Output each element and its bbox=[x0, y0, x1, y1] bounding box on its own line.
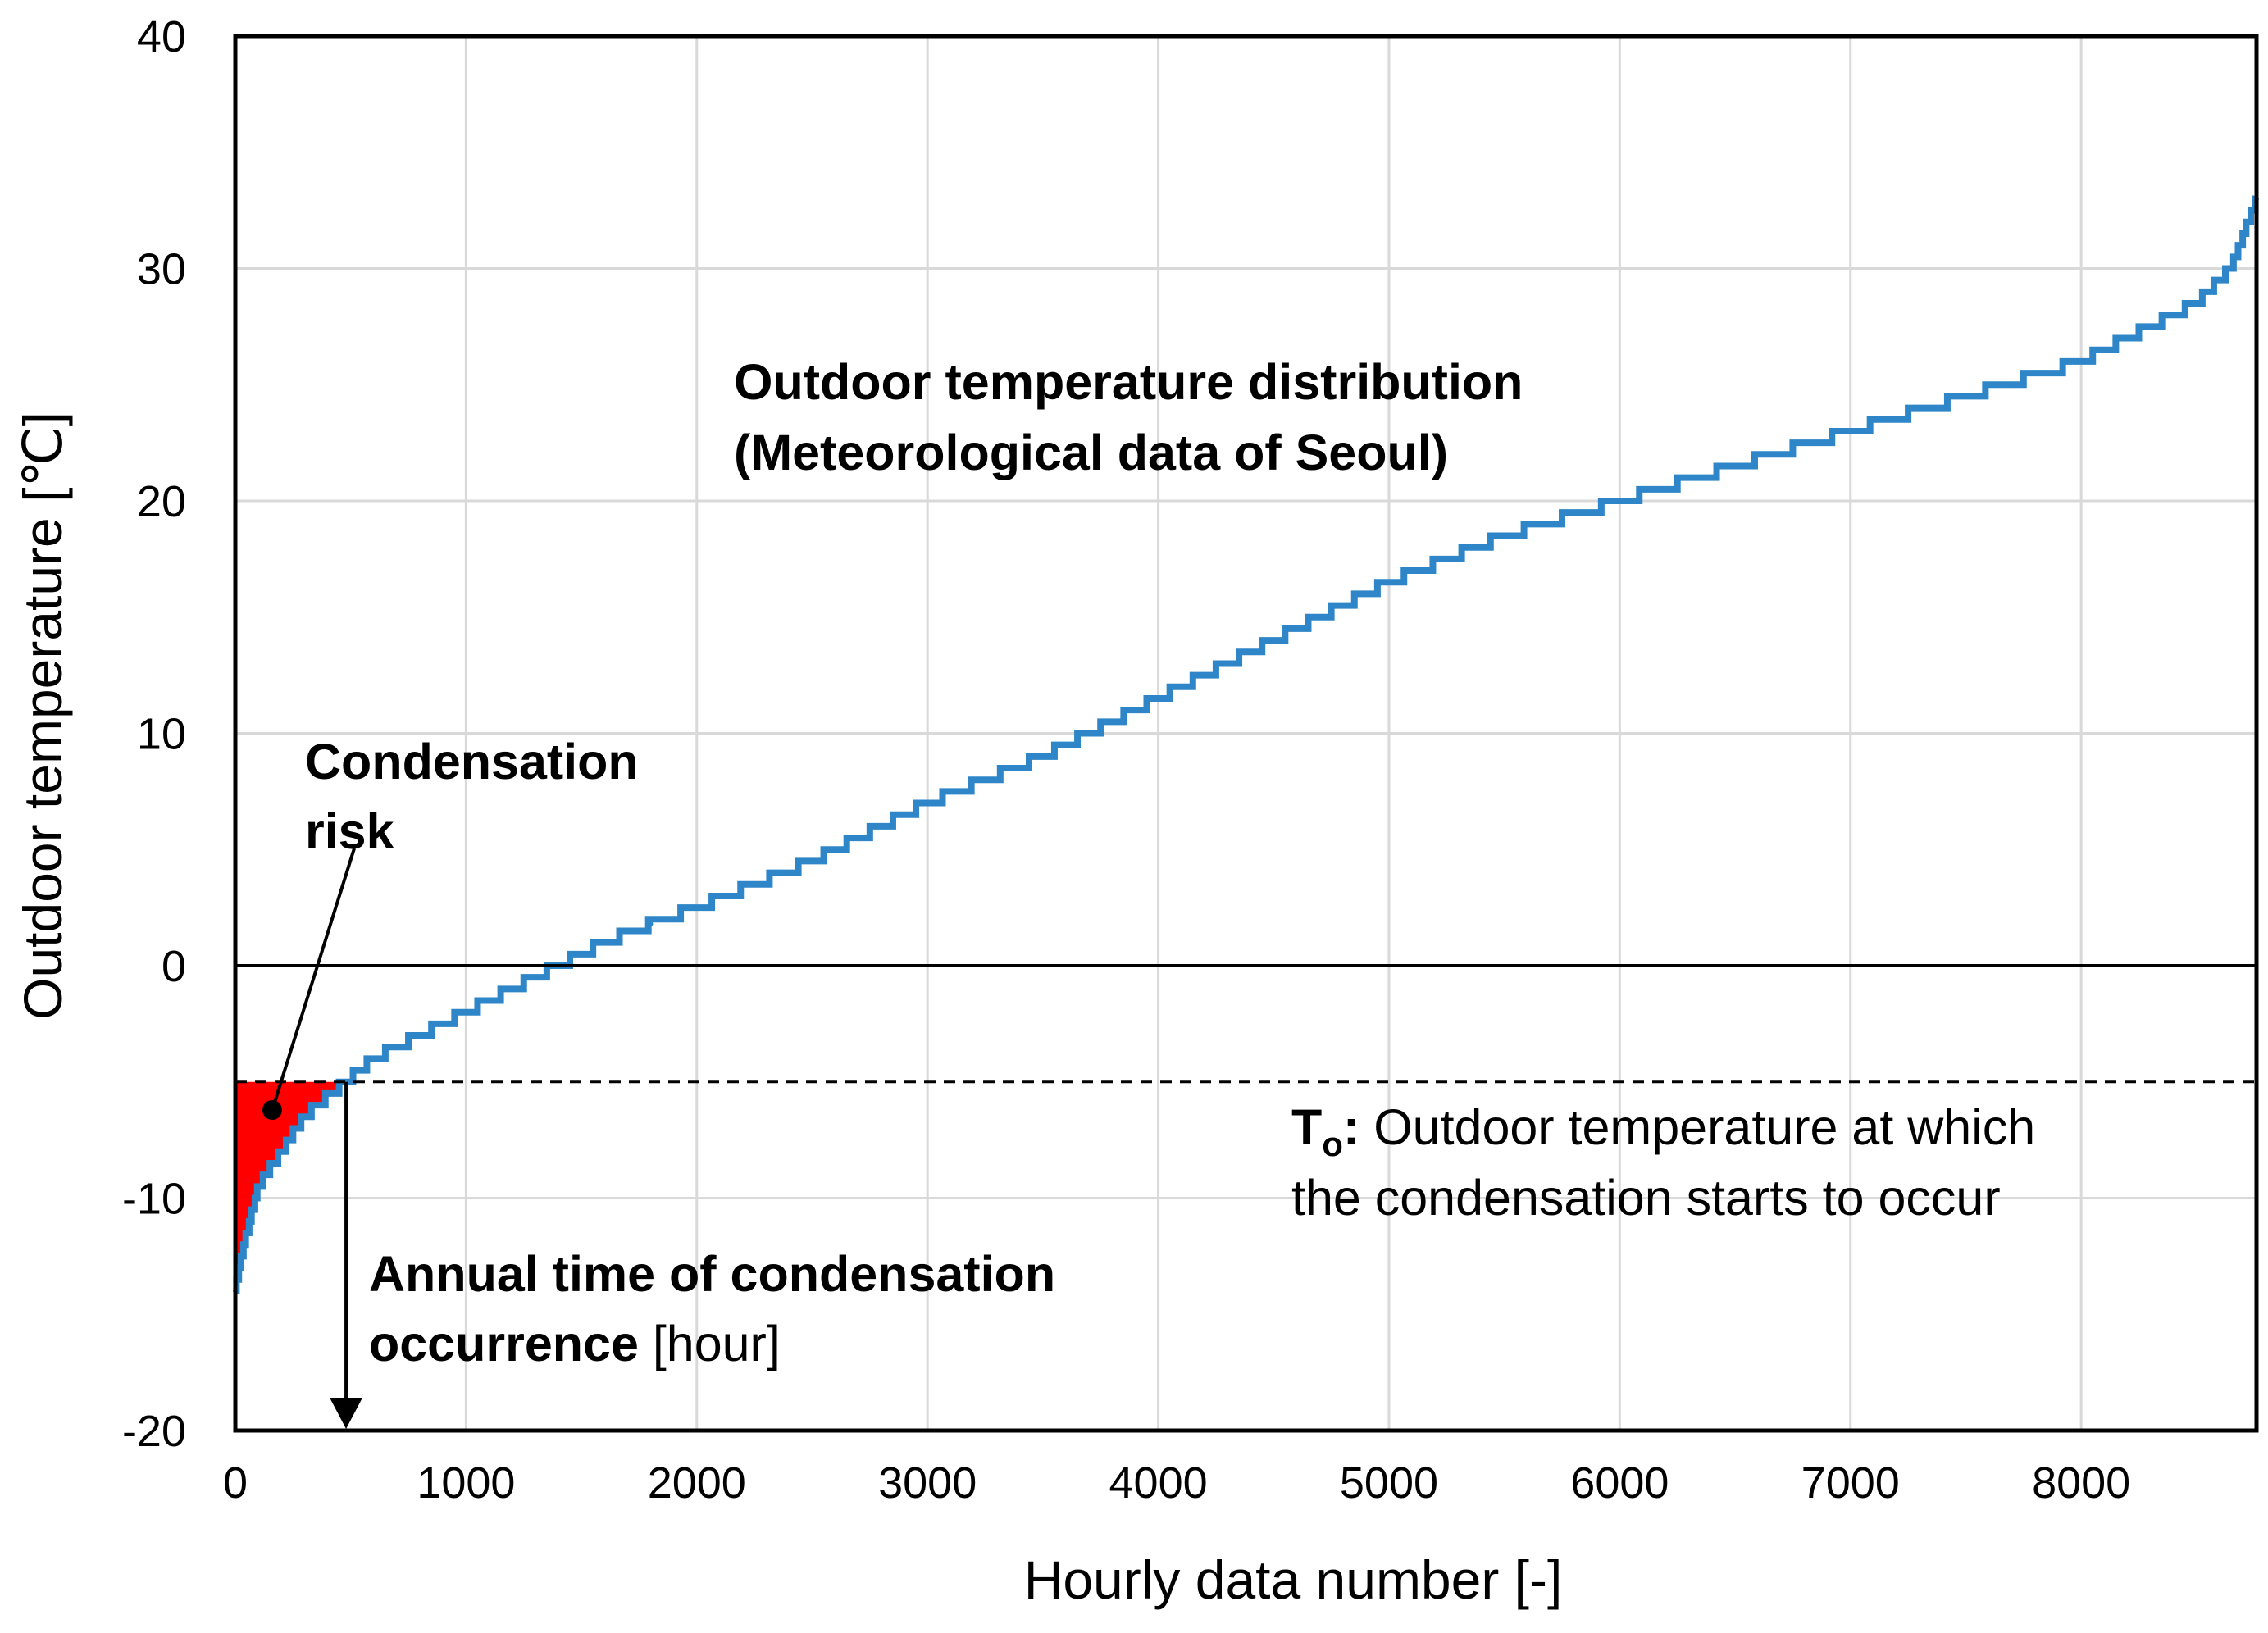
to-symbol: T bbox=[1291, 1099, 1322, 1155]
data-point bbox=[463, 1009, 469, 1015]
x-tick-label: 8000 bbox=[2032, 1458, 2130, 1508]
data-point bbox=[694, 905, 699, 911]
y-tick-label: 40 bbox=[137, 12, 186, 61]
data-point bbox=[279, 1149, 285, 1154]
data-point bbox=[1963, 393, 1969, 399]
data-point bbox=[602, 939, 608, 945]
to-label-line2: the condensation starts to occur bbox=[1291, 1170, 2001, 1226]
data-point bbox=[1501, 533, 1507, 539]
data-point bbox=[648, 921, 654, 926]
data-point bbox=[1733, 463, 1738, 469]
data-point bbox=[2147, 324, 2153, 330]
data-point bbox=[2193, 301, 2199, 307]
annual-label-unit: [hour] bbox=[639, 1316, 781, 1371]
x-axis-ticks: 0 1000 2000 3000 4000 5000 6000 7000 8000 bbox=[223, 1458, 2130, 1508]
annual-label-line2: occurrence [hour] bbox=[369, 1316, 781, 1371]
x-tick-label: 2000 bbox=[648, 1458, 746, 1508]
y-tick-label: -20 bbox=[122, 1407, 186, 1456]
to-colon: : bbox=[1343, 1099, 1359, 1155]
data-point bbox=[1271, 638, 1277, 644]
risk-pointer-line bbox=[271, 848, 356, 1111]
y-tick-label: 10 bbox=[137, 710, 186, 759]
y-tick-label: 20 bbox=[137, 477, 186, 526]
annual-label-bold: occurrence bbox=[369, 1316, 639, 1371]
y-tick-label: 30 bbox=[137, 245, 186, 294]
plot-frame bbox=[233, 34, 2259, 1433]
x-tick-label: 7000 bbox=[1801, 1458, 1900, 1508]
risk-pointer-dot bbox=[262, 1100, 282, 1120]
x-tick-label: 5000 bbox=[1340, 1458, 1438, 1508]
to-subscript: o bbox=[1322, 1125, 1343, 1163]
data-point bbox=[925, 800, 931, 806]
annual-hours-arrowhead bbox=[330, 1398, 363, 1429]
curve-label-line2: (Meteorological data of Seoul) bbox=[734, 425, 1448, 480]
y-axis-ticks: -20 -10 0 10 20 30 40 bbox=[122, 12, 186, 1456]
data-point bbox=[2229, 266, 2234, 271]
x-tick-label: 3000 bbox=[878, 1458, 977, 1508]
x-tick-label: 1000 bbox=[417, 1458, 515, 1508]
data-point bbox=[509, 986, 515, 992]
data-point bbox=[1617, 498, 1623, 503]
x-tick-label: 4000 bbox=[1109, 1458, 1208, 1508]
data-point bbox=[1040, 753, 1045, 759]
risk-fill bbox=[235, 1081, 347, 1291]
data-point bbox=[417, 1033, 423, 1039]
risk-label-line1: Condensation bbox=[305, 734, 639, 789]
x-tick-label: 6000 bbox=[1570, 1458, 1669, 1508]
y-axis-title: Outdoor temperature [℃] bbox=[12, 412, 73, 1020]
data-point bbox=[1847, 428, 1853, 434]
data-point bbox=[371, 1056, 376, 1062]
to-description-1: Outdoor temperature at which bbox=[1359, 1099, 2035, 1155]
risk-label-line2: risk bbox=[305, 803, 394, 859]
x-tick-label: 0 bbox=[223, 1458, 248, 1508]
data-point bbox=[1155, 695, 1161, 701]
y-tick-label: -10 bbox=[122, 1175, 186, 1224]
to-label-line1: To: Outdoor temperature at which bbox=[1291, 1099, 2035, 1163]
annual-label-line1: Annual time of condensation bbox=[369, 1246, 1055, 1302]
condensation-risk-area bbox=[235, 1081, 347, 1291]
data-point bbox=[1386, 580, 1391, 585]
x-axis-title: Hourly data number [-] bbox=[1024, 1549, 1563, 1610]
data-point bbox=[809, 858, 815, 864]
data-point bbox=[302, 1114, 307, 1120]
data-point bbox=[244, 1230, 250, 1236]
y-tick-label: 0 bbox=[162, 942, 186, 991]
data-point bbox=[256, 1184, 262, 1189]
data-point bbox=[2079, 358, 2084, 364]
curve-label-line1: Outdoor temperature distribution bbox=[734, 354, 1523, 410]
